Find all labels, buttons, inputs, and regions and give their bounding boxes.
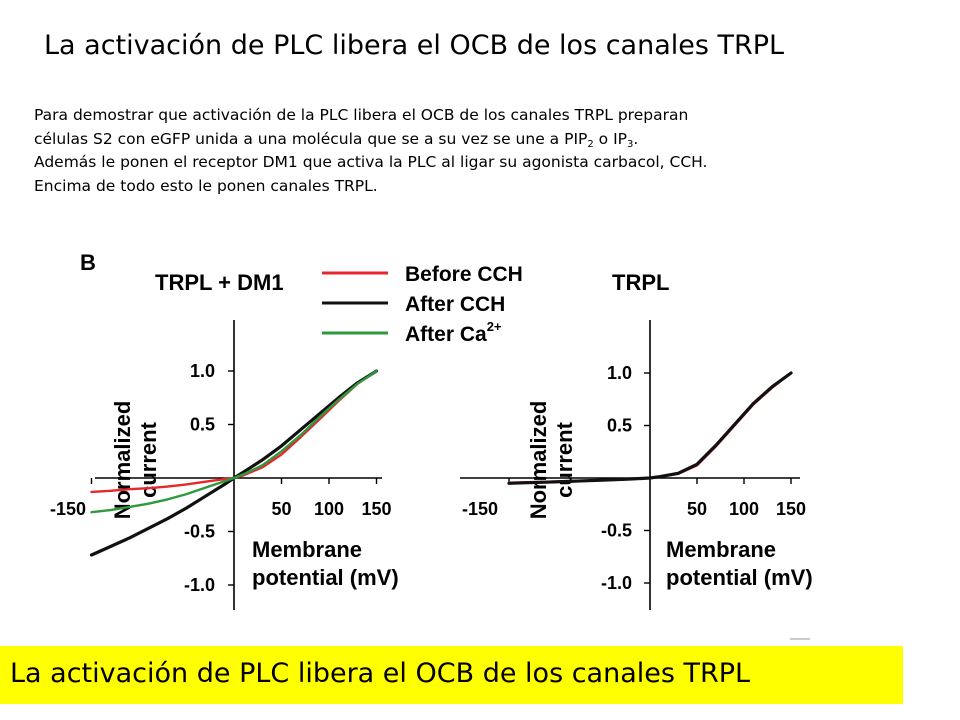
- panel-a-y-label-line1: Normalized: [110, 401, 135, 520]
- panel-b-x-label-line2: potential (mV): [666, 565, 813, 590]
- panel-a-series-2-line: [90, 369, 378, 514]
- description-line-1: Para demostrar que activación de la PLC …: [34, 106, 689, 124]
- panel-a-legend-label-2: After Ca2+: [405, 319, 502, 346]
- panel-a-x-tick-label: 100: [314, 499, 344, 519]
- panel-b-y-label-line2: current: [552, 421, 577, 497]
- panel-a-x-tick-label: 50: [271, 499, 291, 519]
- panel-b-y-tick-label: -1.0: [601, 573, 632, 593]
- description-line-2-text-b: o IP: [593, 129, 628, 148]
- ip-subscript: 3: [627, 138, 634, 150]
- pip-subscript: 2: [587, 138, 594, 150]
- panel-b-series-1-line: [507, 371, 793, 485]
- iv-curve-figure: B TRPL + DM1 1.0 0.5 -0.5 -1.0 -150 50 100 150 Nor…: [50, 250, 813, 640]
- panel-a-x-label-line1: Membrane: [252, 537, 362, 562]
- panel-b-y-tick-label: 1.0: [607, 363, 632, 383]
- panel-a-y-tick-label: 0.5: [190, 415, 215, 435]
- description-line-4: Encima de todo esto le ponen canales TRP…: [34, 176, 378, 195]
- panel-b-y-tick-label: -0.5: [601, 521, 632, 541]
- panel-label: B: [80, 250, 96, 275]
- panel-a-y-label-line2: current: [136, 421, 161, 497]
- panel-b-x-label-line1: Membrane: [666, 537, 776, 562]
- panel-a-legend-label-0: Before CCH: [405, 263, 523, 286]
- panel-a-y-tick-label: -1.0: [184, 575, 215, 595]
- panel-b-title: TRPL: [612, 270, 669, 295]
- panel-a-title: TRPL + DM1: [155, 270, 284, 295]
- figure-edge-artifact: [790, 638, 810, 640]
- description-line-2-text-c: .: [633, 129, 639, 148]
- panel-a-y-tick-label: -0.5: [184, 522, 215, 542]
- description-text: Para demostrar que activación de la PLC …: [34, 104, 914, 198]
- panel-a-x-label-line2: potential (mV): [252, 565, 399, 590]
- description-line-2-text: células S2 con eGFP unida a una molécula…: [34, 129, 588, 148]
- description-line-2: células S2 con eGFP unida a una molécula…: [34, 128, 914, 152]
- panel-a-legend-label-1: After CCH: [405, 293, 505, 316]
- panel-b-x-tick-label: 150: [776, 499, 806, 519]
- panel-a-y-tick-label: 1.0: [190, 361, 215, 381]
- panel-a-legend-superscript: 2+: [487, 319, 502, 334]
- panel-b-x-tick-label: 100: [729, 499, 759, 519]
- panel-a-x-tick-label: 150: [361, 499, 391, 519]
- banner-text: La activación de PLC libera el OCB de lo…: [10, 658, 751, 689]
- description-line-3: Además le ponen el receptor DM1 que acti…: [34, 153, 708, 171]
- panel-b-x-tick-label: 50: [687, 499, 707, 519]
- panel-b-y-tick-label: 0.5: [607, 416, 632, 436]
- slide-title: La activación de PLC libera el OCB de lo…: [44, 30, 785, 61]
- bottom-banner: La activación de PLC libera el OCB de lo…: [0, 646, 903, 704]
- panel-b-y-label-line1: Normalized: [526, 401, 551, 520]
- panel-a-x-tick-label: -150: [50, 499, 86, 519]
- panel-b-x-tick-label: -150: [462, 499, 498, 519]
